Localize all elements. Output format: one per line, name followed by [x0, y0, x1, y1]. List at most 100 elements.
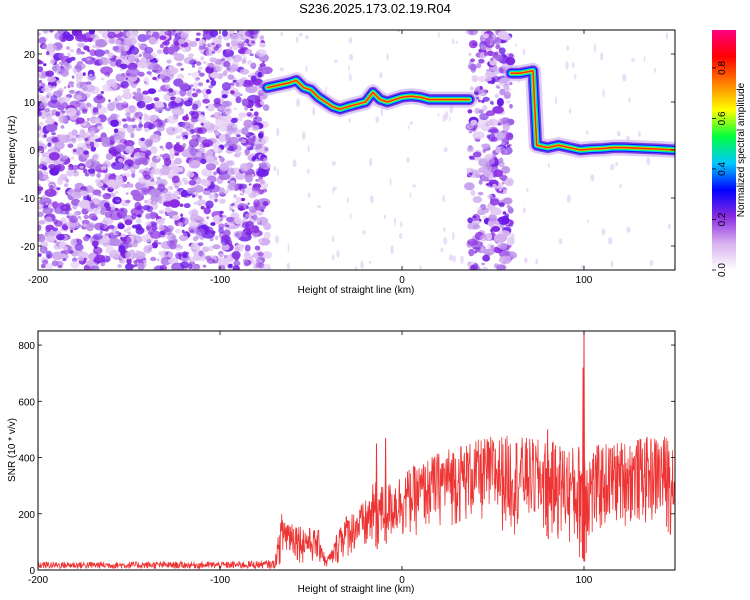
noise-blob: [60, 136, 71, 143]
noise-blob: [146, 205, 153, 212]
snr-y-ticks: 0 200 400 600 800: [18, 341, 675, 577]
noise-blob: [189, 213, 200, 223]
noise-blob: [472, 215, 477, 219]
noise-blob: [66, 170, 75, 177]
noise-blob: [243, 261, 250, 267]
noise-blob: [188, 179, 196, 186]
noise-blob: [202, 246, 210, 253]
noise-blob: [349, 213, 352, 220]
noise-blob: [331, 161, 336, 166]
noise-blob: [488, 214, 497, 222]
noise-blob: [255, 49, 267, 57]
noise-blob: [73, 148, 77, 153]
snr-line: [38, 435, 675, 570]
noise-blob: [100, 166, 107, 171]
noise-blob: [492, 106, 504, 114]
noise-blob: [71, 198, 81, 206]
noise-blob: [198, 45, 206, 50]
noise-blob: [110, 135, 115, 140]
noise-blob: [159, 121, 164, 126]
noise-blob: [42, 259, 49, 265]
noise-blob: [38, 32, 41, 36]
noise-blob: [197, 242, 204, 247]
noise-blob: [475, 220, 481, 225]
noise-blob: [41, 195, 46, 199]
noise-blob: [153, 265, 165, 270]
noise-blob: [198, 199, 206, 206]
noise-blob: [178, 30, 192, 35]
noise-blob: [467, 223, 473, 230]
noise-blob: [470, 119, 478, 126]
noise-blob: [140, 187, 150, 196]
noise-blob: [484, 157, 495, 165]
noise-blob: [192, 194, 196, 198]
noise-blob: [126, 118, 132, 122]
noise-blob: [235, 197, 242, 202]
noise-blob: [494, 51, 499, 55]
noise-blob: [164, 30, 172, 36]
noise-blob: [71, 129, 78, 137]
noise-blob: [166, 239, 176, 247]
noise-blob: [70, 84, 74, 88]
noise-blob: [465, 30, 469, 34]
snr-frame: [37, 330, 676, 571]
colorbar-ticks: 0.0 0.2 0.4 0.6 0.8: [712, 61, 728, 277]
noise-blob: [262, 201, 269, 207]
noise-blob: [157, 89, 162, 92]
noise-blob: [239, 192, 244, 196]
x-tick-label: 100: [576, 275, 593, 286]
noise-blob: [470, 189, 476, 196]
noise-blob: [180, 67, 184, 71]
noise-blob: [468, 52, 472, 56]
noise-blob: [275, 235, 279, 244]
noise-blob: [242, 221, 250, 229]
noise-blob: [643, 55, 646, 63]
noise-blob: [125, 199, 131, 204]
noise-blob: [491, 226, 501, 232]
noise-blob: [51, 233, 56, 237]
noise-blob: [228, 30, 235, 35]
noise-blob: [94, 111, 100, 116]
noise-blob: [62, 31, 71, 39]
noise-blob: [119, 258, 124, 264]
noise-blob: [509, 104, 513, 109]
noise-blob: [46, 92, 53, 98]
noise-blob: [191, 64, 196, 68]
noise-blob: [61, 96, 71, 103]
noise-blob: [149, 230, 162, 239]
noise-blob: [173, 53, 185, 62]
noise-blob: [398, 233, 403, 240]
noise-blob: [219, 210, 224, 214]
noise-blob: [169, 148, 176, 156]
noise-blob: [168, 185, 174, 191]
noise-blob: [244, 148, 250, 155]
noise-blob: [198, 72, 205, 77]
noise-blob: [239, 163, 250, 172]
noise-blob: [325, 86, 327, 93]
noise-blob: [305, 65, 308, 72]
noise-blob: [113, 128, 119, 134]
noise-blob: [190, 84, 194, 87]
noise-blob: [263, 157, 269, 163]
noise-blob: [472, 151, 482, 158]
noise-blob: [480, 44, 487, 51]
noise-blob: [470, 30, 474, 34]
noise-blob: [466, 124, 474, 130]
noise-blob: [188, 53, 194, 58]
noise-blob: [286, 262, 290, 270]
noise-blob: [38, 148, 43, 153]
noise-blob: [490, 136, 498, 142]
noise-blob: [139, 53, 142, 58]
noise-blob: [393, 217, 396, 226]
noise-blob: [486, 76, 493, 82]
noise-blob: [223, 114, 233, 123]
noise-blob: [173, 40, 180, 46]
noise-blob: [62, 253, 69, 260]
noise-blob: [145, 152, 149, 156]
noise-blob: [452, 255, 456, 263]
noise-blob: [125, 39, 133, 47]
noise-blob: [360, 260, 364, 269]
noise-blob: [485, 232, 493, 241]
noise-blob: [223, 190, 229, 194]
noise-blob: [125, 30, 134, 38]
